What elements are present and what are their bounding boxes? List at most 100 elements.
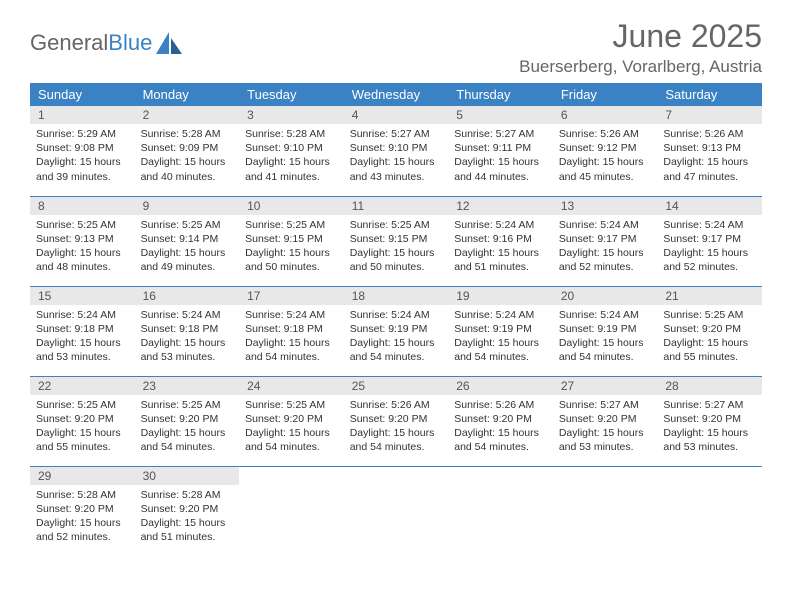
day-details: Sunrise: 5:29 AMSunset: 9:08 PMDaylight:… xyxy=(30,124,135,190)
sunset-line: Sunset: 9:15 PM xyxy=(245,232,338,246)
sunset-line: Sunset: 9:12 PM xyxy=(559,141,652,155)
day-details: Sunrise: 5:25 AMSunset: 9:13 PMDaylight:… xyxy=(30,215,135,281)
day-details: Sunrise: 5:27 AMSunset: 9:20 PMDaylight:… xyxy=(553,395,658,461)
sunset-line: Sunset: 9:16 PM xyxy=(454,232,547,246)
calendar-cell xyxy=(657,466,762,556)
day-details: Sunrise: 5:24 AMSunset: 9:19 PMDaylight:… xyxy=(448,305,553,371)
day-number: 25 xyxy=(344,377,449,395)
daylight-line: Daylight: 15 hours and 50 minutes. xyxy=(245,246,338,274)
daylight-line: Daylight: 15 hours and 43 minutes. xyxy=(350,155,443,183)
calendar-cell: 12Sunrise: 5:24 AMSunset: 9:16 PMDayligh… xyxy=(448,196,553,286)
day-details: Sunrise: 5:25 AMSunset: 9:20 PMDaylight:… xyxy=(30,395,135,461)
sunrise-line: Sunrise: 5:25 AM xyxy=(663,308,756,322)
calendar-cell xyxy=(239,466,344,556)
daylight-line: Daylight: 15 hours and 54 minutes. xyxy=(141,426,234,454)
sunset-line: Sunset: 9:20 PM xyxy=(141,502,234,516)
day-number: 24 xyxy=(239,377,344,395)
calendar-week-row: 29Sunrise: 5:28 AMSunset: 9:20 PMDayligh… xyxy=(30,466,762,556)
calendar-cell: 30Sunrise: 5:28 AMSunset: 9:20 PMDayligh… xyxy=(135,466,240,556)
day-number: 2 xyxy=(135,106,240,124)
calendar-cell: 9Sunrise: 5:25 AMSunset: 9:14 PMDaylight… xyxy=(135,196,240,286)
sunset-line: Sunset: 9:10 PM xyxy=(245,141,338,155)
day-details: Sunrise: 5:26 AMSunset: 9:12 PMDaylight:… xyxy=(553,124,658,190)
sunset-line: Sunset: 9:20 PM xyxy=(559,412,652,426)
daylight-line: Daylight: 15 hours and 54 minutes. xyxy=(559,336,652,364)
sunrise-line: Sunrise: 5:24 AM xyxy=(454,218,547,232)
day-number: 9 xyxy=(135,197,240,215)
sunrise-line: Sunrise: 5:24 AM xyxy=(559,308,652,322)
day-number: 12 xyxy=(448,197,553,215)
sunset-line: Sunset: 9:18 PM xyxy=(245,322,338,336)
logo-text: GeneralBlue xyxy=(30,30,152,56)
day-number: 4 xyxy=(344,106,449,124)
daylight-line: Daylight: 15 hours and 53 minutes. xyxy=(559,426,652,454)
day-details: Sunrise: 5:26 AMSunset: 9:20 PMDaylight:… xyxy=(344,395,449,461)
daylight-line: Daylight: 15 hours and 45 minutes. xyxy=(559,155,652,183)
day-number: 6 xyxy=(553,106,658,124)
sunset-line: Sunset: 9:20 PM xyxy=(36,502,129,516)
daylight-line: Daylight: 15 hours and 50 minutes. xyxy=(350,246,443,274)
logo-text-blue: Blue xyxy=(108,30,152,55)
day-number: 11 xyxy=(344,197,449,215)
day-details: Sunrise: 5:24 AMSunset: 9:18 PMDaylight:… xyxy=(30,305,135,371)
day-number: 26 xyxy=(448,377,553,395)
sunset-line: Sunset: 9:19 PM xyxy=(559,322,652,336)
daylight-line: Daylight: 15 hours and 53 minutes. xyxy=(36,336,129,364)
logo-text-gray: General xyxy=(30,30,108,55)
day-details: Sunrise: 5:24 AMSunset: 9:17 PMDaylight:… xyxy=(657,215,762,281)
calendar-cell: 24Sunrise: 5:25 AMSunset: 9:20 PMDayligh… xyxy=(239,376,344,466)
day-number: 5 xyxy=(448,106,553,124)
sunrise-line: Sunrise: 5:26 AM xyxy=(350,398,443,412)
day-details: Sunrise: 5:27 AMSunset: 9:10 PMDaylight:… xyxy=(344,124,449,190)
calendar-cell: 2Sunrise: 5:28 AMSunset: 9:09 PMDaylight… xyxy=(135,106,240,196)
sunrise-line: Sunrise: 5:26 AM xyxy=(663,127,756,141)
sunrise-line: Sunrise: 5:26 AM xyxy=(454,398,547,412)
calendar-cell: 21Sunrise: 5:25 AMSunset: 9:20 PMDayligh… xyxy=(657,286,762,376)
calendar-cell: 26Sunrise: 5:26 AMSunset: 9:20 PMDayligh… xyxy=(448,376,553,466)
day-number: 23 xyxy=(135,377,240,395)
sunrise-line: Sunrise: 5:28 AM xyxy=(245,127,338,141)
calendar-cell: 10Sunrise: 5:25 AMSunset: 9:15 PMDayligh… xyxy=(239,196,344,286)
calendar-cell xyxy=(448,466,553,556)
calendar-cell: 15Sunrise: 5:24 AMSunset: 9:18 PMDayligh… xyxy=(30,286,135,376)
sunrise-line: Sunrise: 5:28 AM xyxy=(141,488,234,502)
location: Buerserberg, Vorarlberg, Austria xyxy=(519,57,762,77)
day-number: 21 xyxy=(657,287,762,305)
daylight-line: Daylight: 15 hours and 52 minutes. xyxy=(36,516,129,544)
daylight-line: Daylight: 15 hours and 54 minutes. xyxy=(454,426,547,454)
day-number: 17 xyxy=(239,287,344,305)
day-details: Sunrise: 5:27 AMSunset: 9:20 PMDaylight:… xyxy=(657,395,762,461)
calendar-week-row: 8Sunrise: 5:25 AMSunset: 9:13 PMDaylight… xyxy=(30,196,762,286)
sunrise-line: Sunrise: 5:27 AM xyxy=(350,127,443,141)
sunset-line: Sunset: 9:17 PM xyxy=(663,232,756,246)
daylight-line: Daylight: 15 hours and 44 minutes. xyxy=(454,155,547,183)
daylight-line: Daylight: 15 hours and 53 minutes. xyxy=(141,336,234,364)
sunrise-line: Sunrise: 5:24 AM xyxy=(663,218,756,232)
day-details: Sunrise: 5:26 AMSunset: 9:13 PMDaylight:… xyxy=(657,124,762,190)
daylight-line: Daylight: 15 hours and 54 minutes. xyxy=(350,426,443,454)
daylight-line: Daylight: 15 hours and 52 minutes. xyxy=(663,246,756,274)
calendar-week-row: 22Sunrise: 5:25 AMSunset: 9:20 PMDayligh… xyxy=(30,376,762,466)
calendar-cell: 16Sunrise: 5:24 AMSunset: 9:18 PMDayligh… xyxy=(135,286,240,376)
weekday-header: Sunday xyxy=(30,83,135,106)
weekday-header: Monday xyxy=(135,83,240,106)
sunset-line: Sunset: 9:15 PM xyxy=(350,232,443,246)
sunset-line: Sunset: 9:08 PM xyxy=(36,141,129,155)
day-number: 18 xyxy=(344,287,449,305)
sunrise-line: Sunrise: 5:26 AM xyxy=(559,127,652,141)
day-details: Sunrise: 5:25 AMSunset: 9:20 PMDaylight:… xyxy=(239,395,344,461)
sunset-line: Sunset: 9:09 PM xyxy=(141,141,234,155)
daylight-line: Daylight: 15 hours and 48 minutes. xyxy=(36,246,129,274)
calendar-cell: 29Sunrise: 5:28 AMSunset: 9:20 PMDayligh… xyxy=(30,466,135,556)
sunset-line: Sunset: 9:20 PM xyxy=(141,412,234,426)
day-details: Sunrise: 5:24 AMSunset: 9:18 PMDaylight:… xyxy=(135,305,240,371)
calendar-cell: 28Sunrise: 5:27 AMSunset: 9:20 PMDayligh… xyxy=(657,376,762,466)
sunrise-line: Sunrise: 5:25 AM xyxy=(141,398,234,412)
daylight-line: Daylight: 15 hours and 51 minutes. xyxy=(141,516,234,544)
title-block: June 2025 Buerserberg, Vorarlberg, Austr… xyxy=(519,18,762,77)
calendar-cell: 22Sunrise: 5:25 AMSunset: 9:20 PMDayligh… xyxy=(30,376,135,466)
sunrise-line: Sunrise: 5:24 AM xyxy=(350,308,443,322)
day-number: 7 xyxy=(657,106,762,124)
sunset-line: Sunset: 9:20 PM xyxy=(350,412,443,426)
sunrise-line: Sunrise: 5:24 AM xyxy=(454,308,547,322)
